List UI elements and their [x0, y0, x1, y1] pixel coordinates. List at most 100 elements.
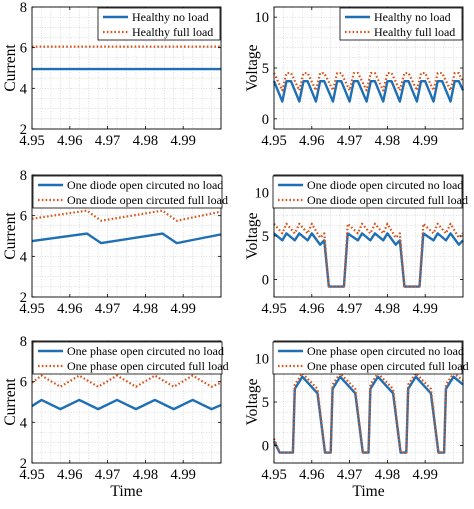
chart-panel-4: 4.95 4.96 4.97 4.98 4.99 0 5 10 Voltage One diode…	[244, 174, 468, 317]
series-line-1	[273, 232, 464, 288]
x-tick-label: 4.96	[299, 301, 324, 317]
legend-box	[32, 175, 223, 209]
legend-box	[97, 7, 221, 41]
axes-frame	[31, 6, 222, 130]
series-line-2	[31, 374, 222, 388]
x-tick-label: 4.95	[19, 301, 44, 317]
legend-label-2: One diode open circuted full load	[67, 193, 228, 207]
series-line-1	[31, 232, 222, 245]
axes-frame	[31, 174, 222, 298]
x-tick-label: 4.95	[19, 467, 44, 483]
y-axis-label: Current	[2, 212, 19, 260]
legend-label-1: One phase open circuted no load	[307, 344, 464, 358]
legend-label-2: One diode open circuted full load	[307, 193, 468, 207]
legend-label-2: One phase open circuted full load	[307, 359, 469, 373]
x-tick-label: 4.99	[413, 133, 438, 149]
x-tick-label: 4.95	[19, 133, 44, 149]
chart-panel-3: 4.95 4.96 4.97 4.98 4.99 2 4 6 8 Current One diode…	[2, 168, 228, 317]
series-line-1	[272, 375, 464, 454]
legend-box	[272, 341, 463, 375]
legend-label-1: Healthy no load	[132, 10, 209, 24]
x-tick-label: 4.97	[95, 133, 120, 149]
chart-panel-5: 4.95 4.96 4.97 4.98 4.99 2 4 6 8 Current Time One p…	[2, 334, 229, 500]
y-tick-label: 4	[20, 81, 28, 97]
series-line-1	[272, 80, 465, 103]
y-tick-label: 10	[255, 10, 270, 26]
legend-label-1: One diode open circuted no load	[67, 178, 223, 192]
series-line-2	[31, 209, 222, 222]
y-tick-label: 5	[262, 229, 269, 245]
x-tick-label: 4.96	[299, 133, 324, 149]
chart-panel-2: 4.95 4.96 4.97 4.98 4.99 0 5 10 Voltage Healthy n…	[244, 6, 465, 149]
y-axis-label: Current	[2, 378, 19, 426]
y-tick-label: 4	[20, 415, 28, 431]
legend-box	[272, 175, 463, 209]
legend-box	[32, 341, 223, 375]
legend-label-2: One phase open circuted full load	[67, 359, 229, 373]
y-tick-label: 0	[262, 439, 269, 455]
x-tick-label: 4.98	[375, 467, 400, 483]
x-tick-label: 4.98	[133, 467, 158, 483]
y-tick-label: 5	[262, 61, 269, 77]
y-tick-label: 6	[20, 41, 27, 57]
x-axis-label: Time	[110, 483, 142, 500]
chart-panel-6: 4.95 4.96 4.97 4.98 4.99 0 5 10 Voltage Time One p…	[244, 340, 469, 500]
legend-label-1: One phase open circuted no load	[67, 344, 224, 358]
axes-frame	[31, 340, 222, 464]
y-tick-label: 8	[20, 0, 27, 16]
x-tick-label: 4.98	[133, 301, 158, 317]
x-tick-label: 4.97	[337, 467, 362, 483]
x-tick-label: 4.99	[171, 133, 196, 149]
y-tick-label: 2	[20, 290, 27, 306]
x-tick-label: 4.99	[171, 301, 196, 317]
x-tick-label: 4.96	[57, 133, 82, 149]
series-line-2	[273, 71, 465, 92]
x-tick-label: 4.99	[171, 467, 196, 483]
x-tick-label: 4.96	[57, 301, 82, 317]
legend-label-2: Healthy full load	[132, 25, 213, 39]
legend-label-2: Healthy full load	[374, 25, 455, 39]
x-tick-label: 4.95	[261, 301, 286, 317]
y-axis-label: Voltage	[244, 44, 261, 91]
x-tick-label: 4.97	[95, 467, 120, 483]
y-tick-label: 4	[20, 249, 28, 265]
x-tick-label: 4.98	[133, 133, 158, 149]
y-axis-label: Voltage	[244, 212, 261, 259]
x-tick-label: 4.96	[299, 467, 324, 483]
x-tick-label: 4.99	[413, 467, 438, 483]
y-tick-label: 2	[20, 456, 27, 472]
series-line-1	[31, 398, 222, 411]
y-tick-label: 10	[255, 351, 270, 367]
x-tick-label: 4.99	[413, 301, 438, 317]
x-tick-label: 4.97	[337, 133, 362, 149]
y-tick-label: 8	[20, 334, 27, 350]
x-tick-label: 4.97	[95, 301, 120, 317]
y-tick-label: 6	[20, 375, 27, 391]
x-tick-label: 4.98	[375, 301, 400, 317]
y-axis-label: Current	[2, 44, 19, 92]
legend-label-1: One diode open circuted no load	[307, 178, 463, 192]
x-tick-label: 4.95	[261, 467, 286, 483]
x-tick-label: 4.98	[375, 133, 400, 149]
y-tick-label: 5	[262, 395, 269, 411]
legend-label-1: Healthy no load	[374, 10, 451, 24]
y-tick-label: 10	[255, 185, 270, 201]
y-tick-label: 6	[20, 209, 27, 225]
x-tick-label: 4.96	[57, 467, 82, 483]
y-axis-label: Voltage	[244, 378, 261, 425]
y-tick-label: 8	[20, 168, 27, 184]
legend-box	[339, 7, 463, 41]
y-tick-label: 0	[262, 273, 269, 289]
y-tick-label: 0	[262, 112, 269, 128]
x-tick-label: 4.95	[261, 133, 286, 149]
x-axis-label: Time	[352, 483, 384, 500]
y-tick-label: 2	[20, 122, 27, 138]
chart-panel-1: 4.95 4.96 4.97 4.98 4.99 2 4 6 8 Current Healthy n…	[2, 0, 222, 149]
